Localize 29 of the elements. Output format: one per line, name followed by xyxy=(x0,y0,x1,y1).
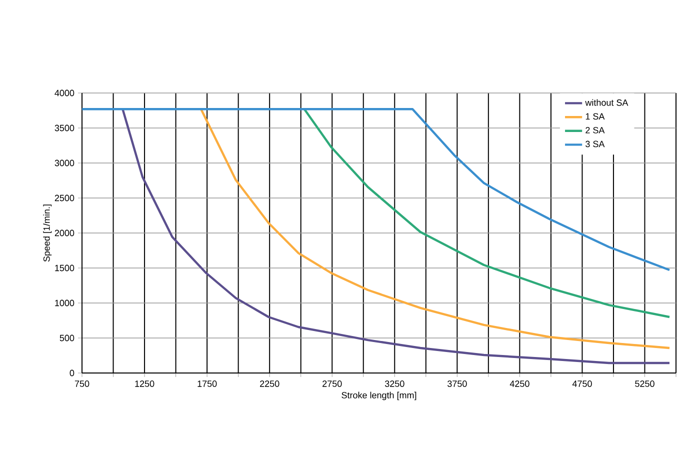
x-tick-label: 1250 xyxy=(135,380,154,387)
line-series xyxy=(303,108,671,318)
line-series xyxy=(200,108,671,350)
legend-label: 2 SA xyxy=(586,127,605,134)
x-tick-label: 1750 xyxy=(198,380,217,387)
x-tick-label: 750 xyxy=(74,380,90,387)
y-tick-label: 500 xyxy=(60,334,74,342)
y-tick-label: 2000 xyxy=(54,230,74,236)
x-tick-label: 4750 xyxy=(572,380,592,387)
x-axis-title: Stroke length [mm] xyxy=(342,392,416,400)
x-tick-label: 5250 xyxy=(635,380,654,387)
y-tick-label: 3500 xyxy=(54,124,74,132)
x-tick-label: 3750 xyxy=(447,380,467,387)
y-tick-label: 4000 xyxy=(54,90,74,96)
legend-label: 3 SA xyxy=(586,140,605,148)
y-tick-label: 1000 xyxy=(55,300,74,306)
legend-label: without SA xyxy=(585,99,628,106)
y-axis-title: Speed [1/min.] xyxy=(43,204,52,262)
y-tick-label: 1500 xyxy=(55,264,74,272)
line-series xyxy=(80,108,671,272)
x-tick-label: 4250 xyxy=(510,380,530,387)
line-series xyxy=(122,108,671,364)
x-tick-label: 2250 xyxy=(260,380,280,387)
x-tick-label: 3250 xyxy=(384,380,404,387)
y-tick-label: 3000 xyxy=(54,160,74,166)
y-tick-label: 0 xyxy=(70,370,74,376)
y-tick-label: 2500 xyxy=(54,194,74,202)
x-tick-label: 2750 xyxy=(322,380,342,387)
legend-label: 1 SA xyxy=(586,113,605,120)
